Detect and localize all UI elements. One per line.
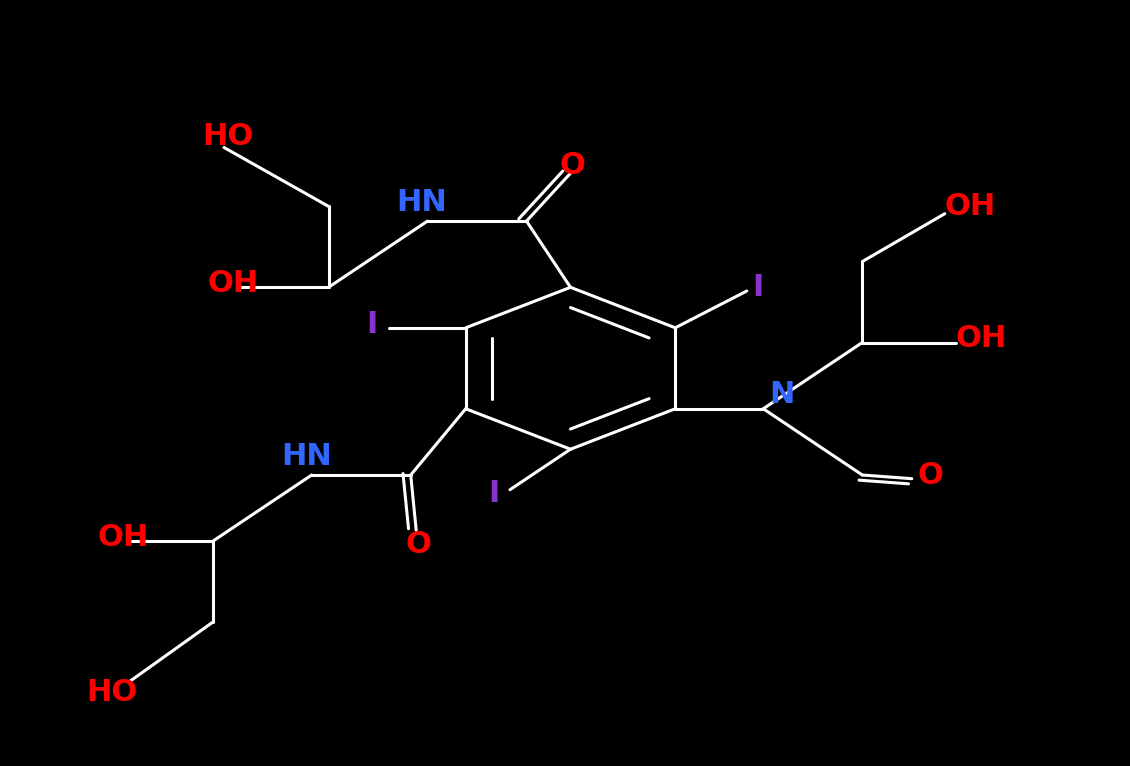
Text: I: I [488, 479, 499, 508]
Text: O: O [918, 460, 944, 489]
Text: O: O [406, 530, 431, 559]
Text: HN: HN [281, 442, 331, 471]
Text: N: N [768, 379, 794, 408]
Text: OH: OH [945, 192, 996, 221]
Text: I: I [753, 273, 764, 302]
Text: OH: OH [97, 523, 148, 552]
Text: HO: HO [86, 678, 138, 706]
Text: OH: OH [208, 269, 259, 298]
Text: I: I [367, 309, 379, 339]
Text: HN: HN [397, 188, 447, 218]
Text: O: O [559, 152, 585, 180]
Text: HO: HO [202, 122, 253, 151]
Text: OH: OH [956, 324, 1007, 353]
